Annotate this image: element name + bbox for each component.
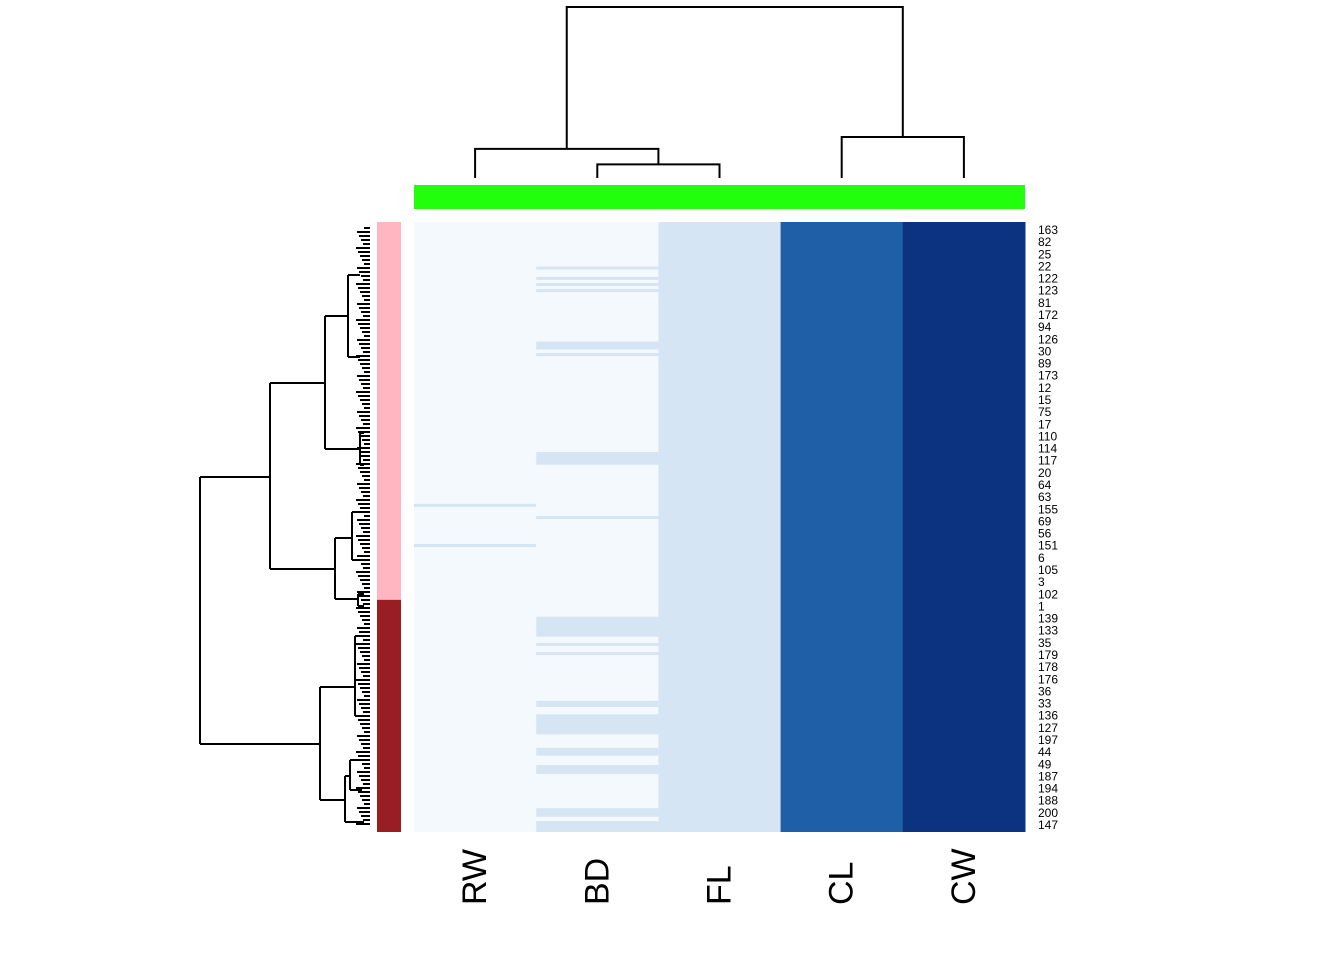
heat-band-rw-1 [414,544,537,548]
row-label: 36 [1038,684,1052,698]
row-label: 178 [1038,660,1058,674]
row-label: 75 [1038,405,1052,419]
row-label: 123 [1038,284,1058,298]
row-label: 139 [1038,612,1058,626]
row-label: 30 [1038,344,1052,358]
row-label: 173 [1038,369,1058,383]
row-label: 17 [1038,417,1052,431]
row-label: 56 [1038,527,1052,541]
row-label: 105 [1038,563,1058,577]
row-label: 63 [1038,490,1052,504]
column-label-bd: BD [578,858,616,905]
heat-column-cl [780,222,904,832]
row-label: 89 [1038,357,1052,371]
row-labels: 1638225221221238117294126308917312157517… [1038,223,1058,832]
row-label: 20 [1038,466,1052,480]
row-label: 94 [1038,320,1052,334]
heatmap-cells [414,222,1026,832]
heat-band-bd-14 [536,764,659,775]
row-label: 35 [1038,636,1052,650]
heat-band-bd-12 [536,714,659,735]
heat-band-rw-0 [414,503,537,507]
column-dendrogram [474,6,965,178]
row-label: 117 [1038,454,1057,468]
row-label: 6 [1038,551,1045,565]
heat-band-bd-8 [536,616,659,637]
heat-band-bd-15 [536,808,659,817]
row-label: 136 [1038,709,1058,723]
row-label: 64 [1038,478,1052,492]
heat-band-bd-10 [536,652,659,656]
row-label: 127 [1038,721,1058,735]
row-label: 194 [1038,782,1058,796]
row-label: 3 [1038,575,1045,589]
row-label: 44 [1038,745,1052,759]
heat-band-bd-6 [536,451,659,465]
column-annotation-bar [414,185,1025,209]
heat-band-bd-4 [536,341,659,350]
column-dendrogram-branch-3 [565,6,904,149]
heat-band-bd-9 [536,642,659,646]
row-label: 122 [1038,272,1058,286]
row-label: 15 [1038,393,1052,407]
heat-band-bd-5 [536,353,659,357]
heat-column-bd [536,222,659,832]
row-label: 179 [1038,648,1058,662]
row-label: 163 [1038,223,1058,237]
heat-band-bd-0 [536,266,659,270]
heat-band-bd-11 [536,700,659,707]
row-label: 133 [1038,624,1058,638]
heat-band-bd-16 [536,821,659,832]
row-label: 197 [1038,733,1058,747]
heat-column-fl [658,222,782,832]
column-labels: RW BD FL CL CW [456,848,983,905]
row-dendrogram [199,227,370,825]
heat-band-bd-2 [536,283,659,287]
row-label: 187 [1038,769,1058,783]
heat-column-rw [414,222,537,832]
heat-band-bd-7 [536,516,659,520]
heat-band-bd-1 [536,276,659,280]
column-label-rw: RW [456,849,494,905]
row-label: 82 [1038,235,1052,249]
row-label: 176 [1038,672,1058,686]
row-label: 12 [1038,381,1052,395]
row-annotation-bar [377,222,401,832]
row-annotation-group1 [377,222,401,600]
row-label: 25 [1038,247,1052,261]
row-annotation-group2 [377,599,401,832]
row-label: 1 [1038,599,1045,613]
row-label: 22 [1038,259,1052,273]
row-label: 172 [1038,308,1058,322]
row-label: 69 [1038,514,1052,528]
heat-column-cw [902,222,1026,832]
row-label: 126 [1038,332,1058,346]
row-label: 110 [1038,429,1057,443]
heat-band-bd-13 [536,747,659,756]
row-label: 81 [1038,296,1052,310]
row-label: 33 [1038,697,1052,711]
heat-band-bd-3 [536,289,659,293]
column-label-cl: CL [823,862,861,905]
column-label-cw: CW [945,848,983,905]
row-label: 49 [1038,757,1052,771]
row-label: 155 [1038,502,1058,516]
row-label: 200 [1038,806,1058,820]
row-label: 151 [1038,539,1058,553]
column-label-fl: FL [701,865,739,905]
row-label: 102 [1038,587,1058,601]
row-label: 188 [1038,794,1058,808]
row-label: 114 [1038,442,1057,456]
row-label: 147 [1038,818,1058,832]
